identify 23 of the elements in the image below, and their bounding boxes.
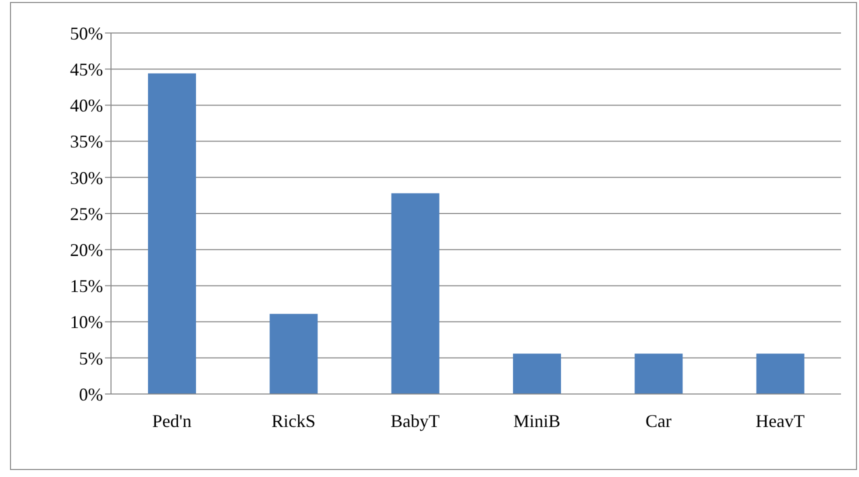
y-tick-label: 50%: [70, 23, 103, 44]
y-tick-label: 15%: [70, 276, 103, 296]
x-tick-label: Car: [646, 410, 672, 431]
x-tick-label: BabyT: [390, 410, 440, 431]
bar: [391, 193, 440, 394]
y-tick-label: 0%: [79, 384, 103, 404]
y-tick-label: 40%: [70, 96, 103, 116]
x-tick-label: MiniB: [513, 410, 560, 431]
y-tick-label: 35%: [70, 132, 103, 152]
y-tick-label: 5%: [79, 348, 103, 368]
bar: [513, 354, 561, 394]
bar: [148, 73, 196, 394]
y-tick-label: 30%: [70, 168, 103, 188]
y-tick-label: 10%: [70, 312, 103, 332]
x-tick-label: Ped'n: [152, 410, 192, 431]
x-tick-label: HeavT: [756, 410, 805, 431]
bar: [270, 314, 318, 394]
y-tick-label: 45%: [70, 59, 103, 80]
y-tick-label: 25%: [70, 204, 103, 224]
y-tick-label: 20%: [70, 240, 103, 260]
x-tick-label: RickS: [271, 410, 316, 431]
bar: [756, 354, 804, 394]
bar: [634, 354, 683, 394]
